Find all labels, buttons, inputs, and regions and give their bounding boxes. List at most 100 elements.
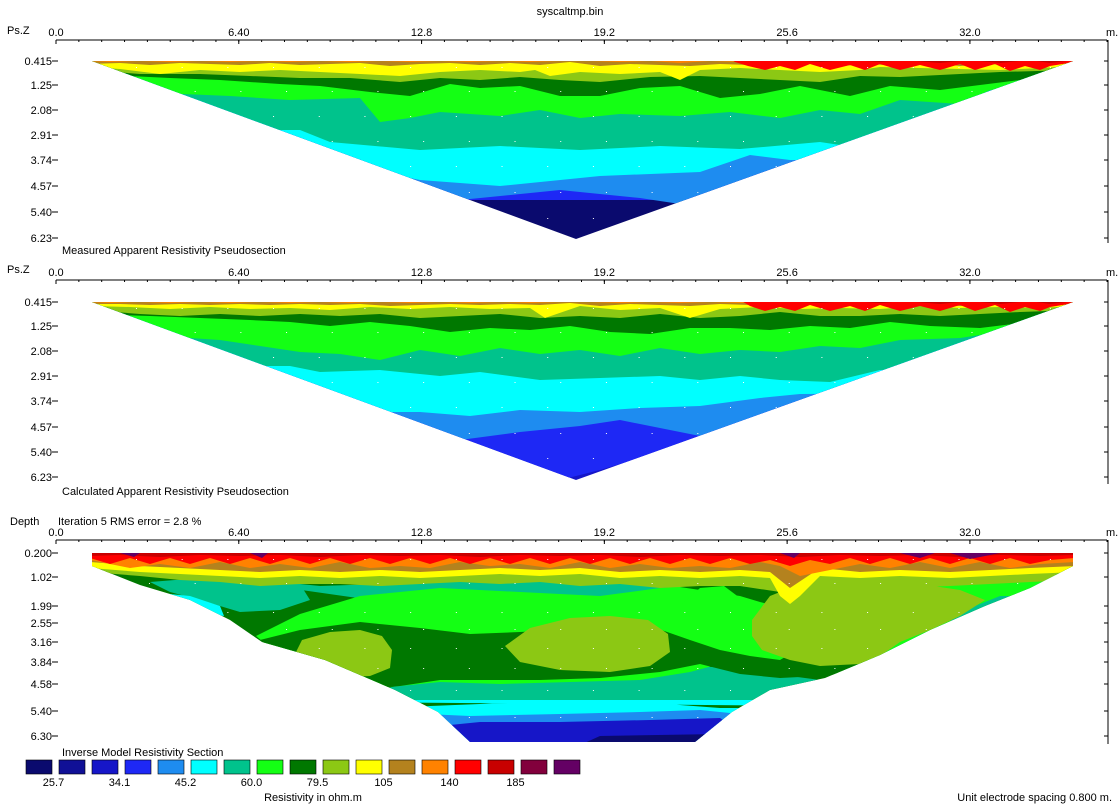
datum-dot — [867, 458, 869, 459]
datum-dot — [240, 382, 242, 383]
datum-dot — [90, 116, 91, 117]
datum-dot — [423, 668, 425, 669]
datum-dot — [364, 218, 366, 219]
datum-dot — [547, 308, 549, 309]
datum-dot — [592, 67, 594, 68]
datum-dot — [926, 244, 927, 245]
datum-dot — [547, 166, 549, 167]
datum-dot — [135, 357, 137, 358]
x-tick-label: 0.0 — [48, 27, 63, 39]
datum-dot — [605, 433, 607, 434]
datum-dot — [971, 668, 973, 669]
datum-dot — [821, 458, 823, 459]
y-tick-label: 1.02 — [31, 572, 52, 584]
datum-dot — [423, 717, 425, 718]
datum-dot — [638, 690, 640, 691]
datum-dot — [423, 332, 425, 333]
datum-dot — [605, 583, 607, 584]
datum-dot — [867, 612, 869, 613]
datum-dot — [331, 583, 333, 584]
datum-dot — [331, 141, 333, 142]
datum-dot — [135, 166, 137, 167]
datum-dot — [364, 308, 366, 309]
datum-dot — [286, 483, 287, 484]
datum-dot — [501, 690, 503, 691]
datum-dot — [730, 218, 732, 219]
datum-dot — [364, 116, 366, 117]
datum-dot — [821, 742, 822, 743]
datum-dot — [651, 668, 653, 669]
datum-dot — [135, 648, 137, 649]
datum-dot — [743, 141, 745, 142]
datum-dot — [788, 332, 790, 333]
datum-dot — [958, 407, 960, 408]
datum-dot — [136, 742, 137, 743]
y-tick-label: 6.30 — [31, 731, 52, 743]
datum-dot — [240, 192, 242, 193]
datum-dot — [410, 67, 412, 68]
datum-dot — [834, 91, 836, 92]
datum-dot — [410, 458, 412, 459]
x-unit-label: m. — [1106, 27, 1118, 39]
datum-dot — [181, 407, 183, 408]
datum-dot — [364, 407, 366, 408]
datum-dot — [90, 357, 91, 358]
legend-swatch — [553, 759, 581, 775]
datum-dot — [1062, 668, 1064, 669]
datum-dot — [331, 91, 333, 92]
datum-dot — [605, 717, 607, 718]
datum-dot — [1004, 218, 1006, 219]
datum-dot — [638, 67, 640, 68]
x-tick-label: 12.8 — [411, 267, 432, 279]
datum-dot — [514, 629, 516, 630]
datum-dot — [149, 483, 150, 484]
datum-dot — [547, 407, 549, 408]
datum-dot — [273, 612, 275, 613]
datum-dot — [364, 67, 366, 68]
datum-dot — [867, 308, 869, 309]
datum-dot — [514, 382, 516, 383]
datum-dot — [592, 612, 594, 613]
datum-dot — [377, 91, 379, 92]
datum-dot — [1017, 332, 1019, 333]
datum-dot — [286, 141, 288, 142]
legend-label: 185 — [506, 777, 524, 789]
datum-dot — [821, 559, 823, 560]
datum-dot — [776, 742, 777, 743]
x-axis-ticks: 0.0 6.40 12.8 19.2 25.6 32.0 m. — [48, 27, 1118, 44]
datum-dot — [547, 116, 549, 117]
datum-dot — [912, 116, 914, 117]
datum-dot — [90, 559, 91, 560]
datum-dot — [775, 308, 777, 309]
datum-dot — [286, 244, 287, 245]
datum-dot — [455, 407, 457, 408]
datum-dot — [1049, 67, 1051, 68]
datum-dot — [958, 357, 960, 358]
datum-dot — [410, 308, 412, 309]
caption-calculated: Calculated Apparent Resistivity Pseudose… — [62, 486, 289, 498]
datum-dot — [1004, 67, 1006, 68]
datum-dot — [958, 218, 960, 219]
datum-dot — [560, 244, 561, 245]
datum-dot — [501, 218, 503, 219]
datum-dot — [880, 91, 882, 92]
datum-dot — [501, 559, 503, 560]
x-tick-label: 6.40 — [228, 267, 249, 279]
datum-dot — [103, 332, 105, 333]
datum-dot — [926, 483, 927, 484]
datum-dot — [456, 742, 457, 743]
datum-dot — [194, 141, 196, 142]
datum-dot — [1017, 382, 1019, 383]
datum-dot — [135, 116, 137, 117]
datum-dot — [455, 357, 457, 358]
datum-dot — [377, 668, 379, 669]
datum-dot — [194, 192, 196, 193]
datum-dot — [273, 308, 275, 309]
datum-dot — [697, 244, 698, 245]
datum-dot — [730, 648, 732, 649]
datum-dot — [684, 357, 686, 358]
datum-dot — [638, 357, 640, 358]
datum-dot — [90, 308, 91, 309]
datum-dot — [925, 192, 927, 193]
datum-dot — [1062, 433, 1064, 434]
